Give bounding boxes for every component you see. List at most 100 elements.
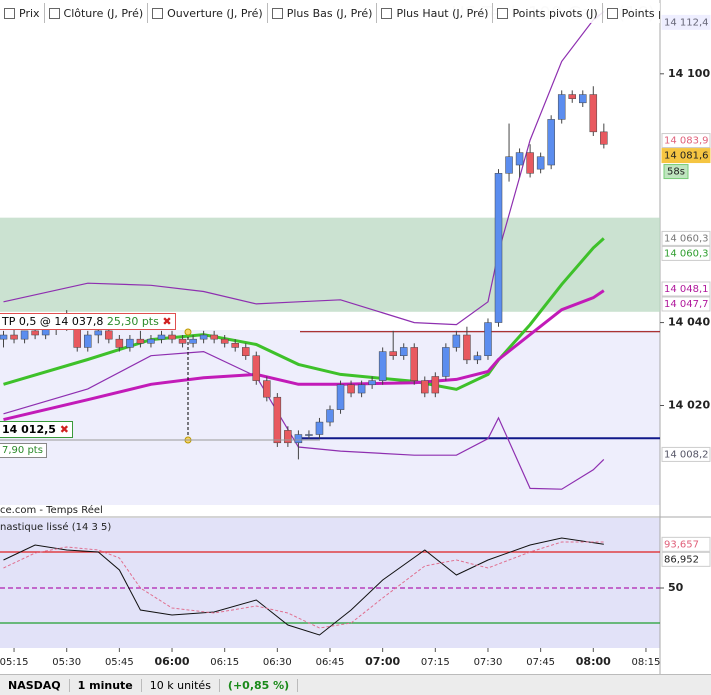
panel-title: nastique lissé (14 3 5) (0, 521, 111, 533)
toolbar-item[interactable]: Prix (0, 3, 45, 23)
market-select[interactable]: NASDAQ (0, 679, 70, 692)
candle-body (231, 343, 239, 348)
checkbox[interactable] (606, 7, 618, 19)
candle-body (136, 338, 145, 344)
toolbar-item[interactable]: Clôture (J, Pré) (45, 3, 149, 23)
candle-body (378, 351, 387, 381)
candle-body (421, 380, 429, 394)
checkbox[interactable] (381, 7, 393, 19)
candle-body (105, 330, 113, 340)
candle-body (0, 334, 8, 340)
candle-body (31, 330, 39, 336)
price-label: 14 047,7 (664, 299, 709, 310)
axis-background (660, 0, 711, 674)
price-label: 14 112,4 (664, 17, 709, 28)
sl-close[interactable]: ✖ (59, 423, 69, 436)
candle-body (315, 421, 324, 435)
candle-body (526, 152, 534, 174)
candle-body (389, 351, 397, 356)
candle-body (147, 338, 155, 344)
x-tick-label: 08:15 (632, 657, 661, 668)
checkbox[interactable] (497, 7, 509, 19)
candle-body (515, 152, 524, 166)
toolbar-label: Prix (19, 6, 40, 20)
price-label-box (661, 133, 711, 149)
candle-body (357, 384, 366, 394)
tp-order-tag[interactable]: TP 0,5 @ 14 037,8 25,30 pts ✖ (0, 313, 176, 330)
candle-body (252, 355, 261, 381)
price-label: 14 008,2 (664, 449, 709, 460)
x-tick-label: 08:00 (576, 655, 611, 668)
candle-body (473, 355, 482, 361)
toolbar-label: Points pivots (S) (621, 6, 660, 20)
candle-body (94, 330, 103, 336)
candle-body (84, 334, 92, 348)
candle-body (442, 347, 450, 377)
x-tick-label: 06:15 (210, 657, 239, 668)
x-tick-label: 06:45 (316, 657, 345, 668)
price-label: 14 081,6 (664, 151, 709, 162)
checkbox[interactable] (48, 7, 60, 19)
candle-body (463, 334, 471, 361)
candle-body (484, 322, 492, 356)
toolbar-item[interactable]: Points pivots (J) (493, 3, 603, 23)
candle-body (452, 334, 461, 348)
sl-label: 14 012,5 (2, 423, 56, 436)
units-select[interactable]: 10 k unités (142, 679, 220, 692)
price-label-box (661, 245, 711, 261)
candle-body (220, 338, 229, 344)
toolbar-item[interactable]: Ouverture (J, Pré) (148, 3, 268, 23)
price-label-box (661, 148, 711, 164)
candle-body (284, 430, 292, 444)
x-tick-label: 05:15 (0, 657, 28, 668)
candle-body (505, 156, 513, 174)
price-label-box (661, 14, 711, 30)
checkbox[interactable] (271, 7, 283, 19)
price-label-box (661, 536, 711, 552)
source-label: ce.com - Temps Réel (0, 504, 103, 516)
price-zone (0, 217, 660, 312)
price-label: 14 060,3 (664, 233, 709, 244)
candle-body (399, 347, 408, 356)
price-label-box (661, 296, 711, 312)
toolbar-label: Plus Haut (J, Pré) (396, 6, 489, 20)
candle-body (273, 396, 282, 444)
candle-body (494, 173, 503, 323)
candle-body (210, 334, 218, 340)
candle-body (557, 94, 566, 120)
candle-body (115, 338, 124, 348)
toolbar-label: Plus Bas (J, Pré) (286, 6, 373, 20)
indicator-line (3, 350, 605, 490)
sl-points: 7,90 pts (0, 443, 47, 458)
candle-body (536, 156, 545, 170)
x-tick-label: 05:45 (105, 657, 134, 668)
candle-body (305, 434, 313, 436)
toolbar-item[interactable]: Plus Haut (J, Pré) (377, 3, 494, 23)
indicator-line (3, 537, 604, 636)
checkbox[interactable] (152, 7, 164, 19)
tp-close[interactable]: ✖ (162, 315, 172, 328)
candle-body (347, 384, 355, 394)
candle-body (294, 434, 303, 444)
toolbar-item[interactable]: Points pivots (S) (603, 3, 660, 23)
x-tick-label: 05:30 (52, 657, 81, 668)
countdown: 58s (667, 167, 685, 178)
sl-order-tag[interactable]: 14 012,5 ✖ (0, 421, 73, 438)
interval-select[interactable]: 1 minute (70, 679, 142, 692)
checkbox[interactable] (4, 7, 15, 19)
candle-body (600, 131, 608, 145)
candle-body (178, 338, 187, 344)
candle-body (168, 334, 176, 340)
x-tick-label: 07:30 (474, 657, 503, 668)
candle-body (368, 380, 376, 386)
toolbar-item[interactable]: Plus Bas (J, Pré) (268, 3, 378, 23)
chart: US Tech 100 Cash (1€)ce.com - Temps Réel… (0, 0, 711, 674)
toolbar-label: Clôture (J, Pré) (63, 6, 144, 20)
tp-points: 25,30 pts (106, 315, 159, 328)
measure-handle (184, 328, 192, 336)
price-label: 86,952 (664, 554, 699, 565)
candle-body (157, 334, 166, 340)
price-label: 14 083,9 (664, 136, 709, 147)
candle-body (241, 347, 250, 356)
